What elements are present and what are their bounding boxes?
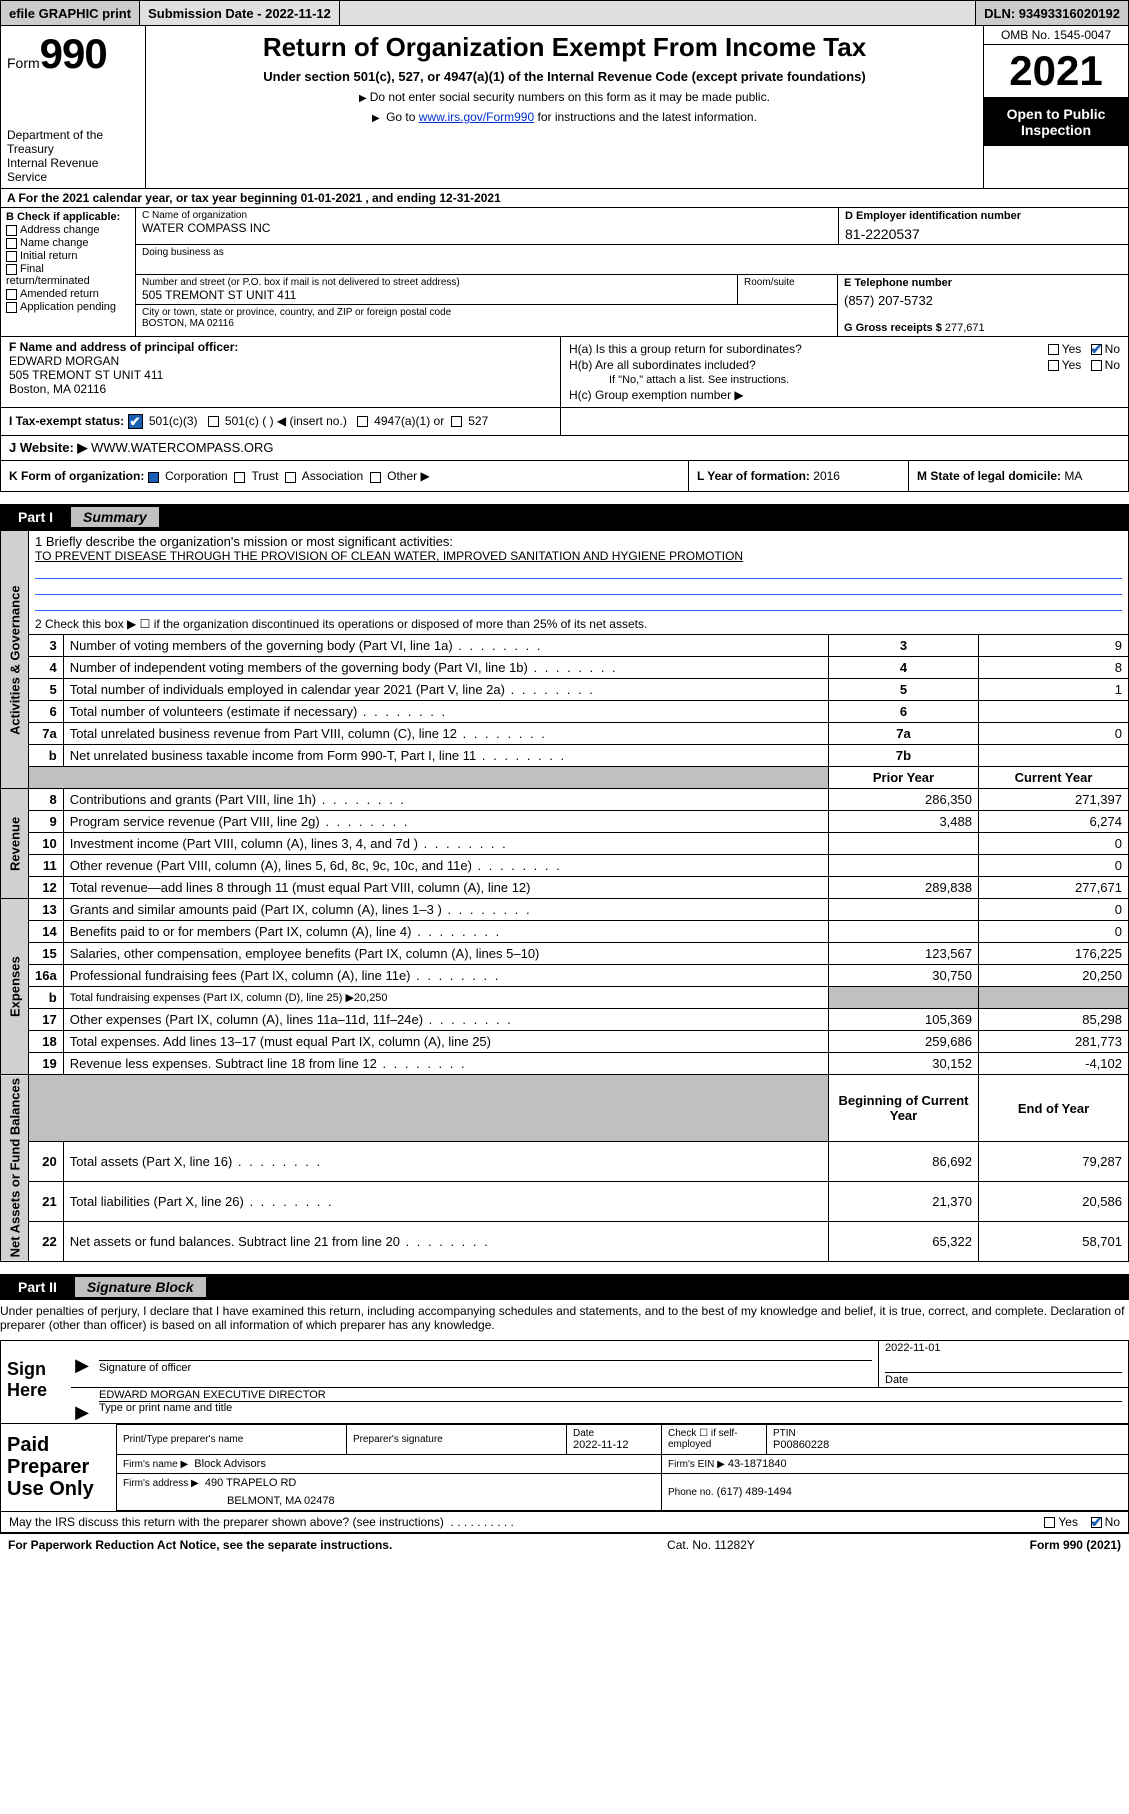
form-title: Return of Organization Exempt From Incom…: [152, 32, 977, 63]
mission-text: TO PREVENT DISEASE THROUGH THE PROVISION…: [35, 549, 1122, 563]
form-note-goto: Go to www.irs.gov/Form990 for instructio…: [152, 110, 977, 124]
side-revenue: Revenue: [1, 789, 29, 899]
perjury-statement: Under penalties of perjury, I declare th…: [0, 1300, 1129, 1336]
sig-arrow-icon-2: ▶: [71, 1388, 93, 1423]
row-7b: bNet unrelated business taxable income f…: [1, 745, 1129, 767]
form-number: Form990: [7, 30, 139, 78]
row-5: 5Total number of individuals employed in…: [1, 679, 1129, 701]
box-cde: C Name of organization WATER COMPASS INC…: [136, 208, 1128, 336]
dept-treasury: Department of the Treasury: [7, 128, 139, 156]
chk-initial-return[interactable]: Initial return: [6, 250, 130, 262]
ha-yesno[interactable]: Yes No: [1042, 342, 1120, 356]
firm-name: Block Advisors: [194, 1458, 266, 1470]
side-net-assets: Net Assets or Fund Balances: [1, 1075, 29, 1261]
org-name-box: C Name of organization WATER COMPASS INC: [136, 208, 838, 244]
officer-name: EDWARD MORGAN: [9, 354, 552, 368]
form-subtitle: Under section 501(c), 527, or 4947(a)(1)…: [152, 69, 977, 84]
sign-date-value: 2022-11-01: [885, 1342, 1122, 1354]
row-klm: K Form of organization: Corporation Trus…: [0, 461, 1129, 492]
part1-header: Part I Summary: [0, 504, 1129, 530]
row-fh: F Name and address of principal officer:…: [0, 337, 1129, 408]
sign-block: Sign Here ▶ Signature of officer 2022-11…: [0, 1340, 1129, 1424]
ptin-value: P00860228: [773, 1439, 1122, 1451]
summary-table: Activities & Governance 1 Briefly descri…: [0, 530, 1129, 1261]
box-b-title: B Check if applicable:: [6, 211, 130, 223]
header-left: Form990 Department of the Treasury Inter…: [1, 26, 146, 188]
street-address: 505 TREMONT ST UNIT 411: [142, 288, 731, 302]
cat-number: Cat. No. 11282Y: [667, 1538, 755, 1552]
top-bar: efile GRAPHIC print Submission Date - 20…: [0, 0, 1129, 26]
year-formation: L Year of formation: 2016: [688, 461, 908, 491]
page-footer: For Paperwork Reduction Act Notice, see …: [0, 1533, 1129, 1556]
gross-receipts: G Gross receipts $ 277,671: [844, 308, 1122, 334]
telephone: (857) 207-5732: [844, 293, 1122, 308]
officer-addr1: 505 TREMONT ST UNIT 411: [9, 368, 552, 382]
state-domicile: M State of legal domicile: MA: [908, 461, 1128, 491]
hb-yesno[interactable]: Yes No: [1042, 358, 1120, 372]
row-7a: 7aTotal unrelated business revenue from …: [1, 723, 1129, 745]
row-4: 4Number of independent voting members of…: [1, 657, 1129, 679]
box-f: F Name and address of principal officer:…: [1, 337, 561, 407]
org-name: WATER COMPASS INC: [142, 221, 832, 235]
dln-label: DLN: 93493316020192: [976, 1, 1128, 25]
section-a: A For the 2021 calendar year, or tax yea…: [0, 189, 1129, 208]
discuss-yesno[interactable]: Yes No: [1038, 1515, 1120, 1529]
firm-ein: 43-1871840: [728, 1458, 787, 1470]
firm-phone: (617) 489-1494: [717, 1486, 792, 1498]
city-state-zip: BOSTON, MA 02116: [142, 318, 831, 329]
chk-address-change[interactable]: Address change: [6, 224, 130, 236]
paperwork-notice: For Paperwork Reduction Act Notice, see …: [8, 1538, 392, 1552]
officer-signed-name: EDWARD MORGAN EXECUTIVE DIRECTOR: [99, 1389, 1122, 1401]
topbar-spacer: [340, 1, 976, 25]
dba-box: Doing business as: [136, 245, 1128, 275]
tax-exempt-status: I Tax-exempt status: 501(c)(3) 501(c) ( …: [1, 408, 561, 435]
form-990-num: 990: [40, 30, 107, 77]
form-header: Form990 Department of the Treasury Inter…: [0, 26, 1129, 189]
header-grid: B Check if applicable: Address change Na…: [0, 208, 1129, 337]
chk-501c3[interactable]: [128, 414, 143, 429]
open-inspection: Open to Public Inspection: [984, 98, 1128, 146]
ein-box: D Employer identification number 81-2220…: [838, 208, 1128, 244]
irs-label: Internal Revenue Service: [7, 156, 139, 184]
omb-number: OMB No. 1545-0047: [984, 26, 1128, 45]
row-i: I Tax-exempt status: 501(c)(3) 501(c) ( …: [0, 408, 1129, 436]
side-governance: Activities & Governance: [1, 531, 29, 789]
preparer-block: Paid Preparer Use Only Print/Type prepar…: [0, 1424, 1129, 1512]
row-3: 3Number of voting members of the governi…: [1, 635, 1129, 657]
irs-link[interactable]: www.irs.gov/Form990: [419, 110, 534, 124]
row-j-website: J Website: ▶ WWW.WATERCOMPASS.ORG: [0, 436, 1129, 461]
box-h: H(a) Is this a group return for subordin…: [561, 337, 1128, 407]
header-right: OMB No. 1545-0047 2021 Open to Public In…: [983, 26, 1128, 188]
officer-addr2: Boston, MA 02116: [9, 382, 552, 396]
box-b: B Check if applicable: Address change Na…: [1, 208, 136, 336]
ein-value: 81-2220537: [845, 226, 1122, 242]
side-expenses: Expenses: [1, 899, 29, 1075]
address-box: Number and street (or P.O. box if mail i…: [136, 275, 838, 336]
submission-date: Submission Date - 2022-11-12: [140, 1, 340, 25]
chk-amended[interactable]: Amended return: [6, 288, 130, 300]
sig-arrow-icon: ▶: [71, 1341, 93, 1387]
phone-gross-box: E Telephone number (857) 207-5732 G Gros…: [838, 275, 1128, 336]
form-of-org: K Form of organization: Corporation Trus…: [1, 461, 688, 491]
discuss-row: May the IRS discuss this return with the…: [0, 1512, 1129, 1533]
sign-here-label: Sign Here: [1, 1341, 71, 1423]
website-value: WWW.WATERCOMPASS.ORG: [91, 440, 273, 455]
form-note-ssn: Do not enter social security numbers on …: [152, 90, 977, 104]
form-page-number: Form 990 (2021): [1030, 1538, 1121, 1552]
firm-addr2: BELMONT, MA 02478: [117, 1492, 662, 1511]
efile-label[interactable]: efile GRAPHIC print: [1, 1, 140, 25]
chk-name-change[interactable]: Name change: [6, 237, 130, 249]
paid-preparer-label: Paid Preparer Use Only: [1, 1424, 116, 1511]
chk-final-return[interactable]: Final return/terminated: [6, 263, 130, 287]
room-suite: Room/suite: [737, 275, 837, 304]
row-6: 6Total number of volunteers (estimate if…: [1, 701, 1129, 723]
tax-year: 2021: [984, 45, 1128, 98]
header-center: Return of Organization Exempt From Incom…: [146, 26, 983, 188]
firm-addr: 490 TRAPELO RD: [205, 1477, 297, 1489]
chk-app-pending[interactable]: Application pending: [6, 301, 130, 313]
part2-header: Part II Signature Block: [0, 1274, 1129, 1300]
signature-line[interactable]: Signature of officer: [99, 1360, 872, 1374]
